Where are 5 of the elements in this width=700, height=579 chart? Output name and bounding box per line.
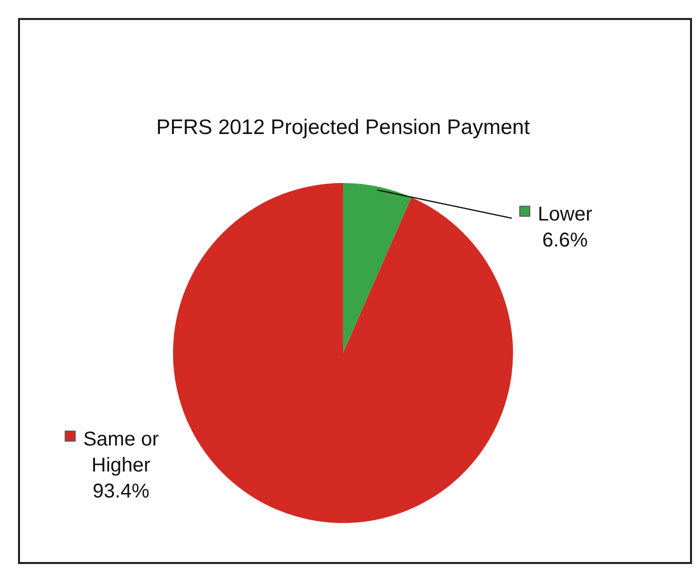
data-label: 6.6% bbox=[542, 230, 588, 252]
legend-label: Same or Higher bbox=[83, 428, 160, 477]
chart-title: PFRS 2012 Projected Pension Payment bbox=[156, 116, 530, 139]
data-label: 93.4% bbox=[92, 480, 150, 503]
legend-label: Lower bbox=[538, 204, 593, 226]
